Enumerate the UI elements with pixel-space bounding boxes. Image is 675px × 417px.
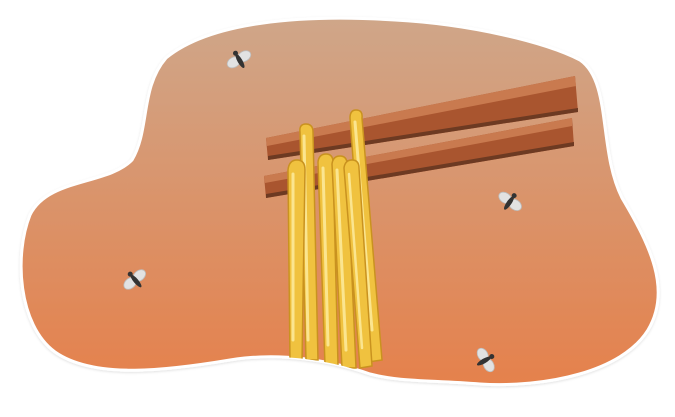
upper-chopstick — [266, 76, 578, 160]
noodle-strand — [287, 159, 306, 363]
fly-icon — [123, 269, 146, 290]
fly-icon — [226, 50, 252, 69]
fly-icon — [476, 347, 495, 373]
fly-icon — [498, 191, 522, 211]
noodles-icon — [287, 109, 383, 369]
